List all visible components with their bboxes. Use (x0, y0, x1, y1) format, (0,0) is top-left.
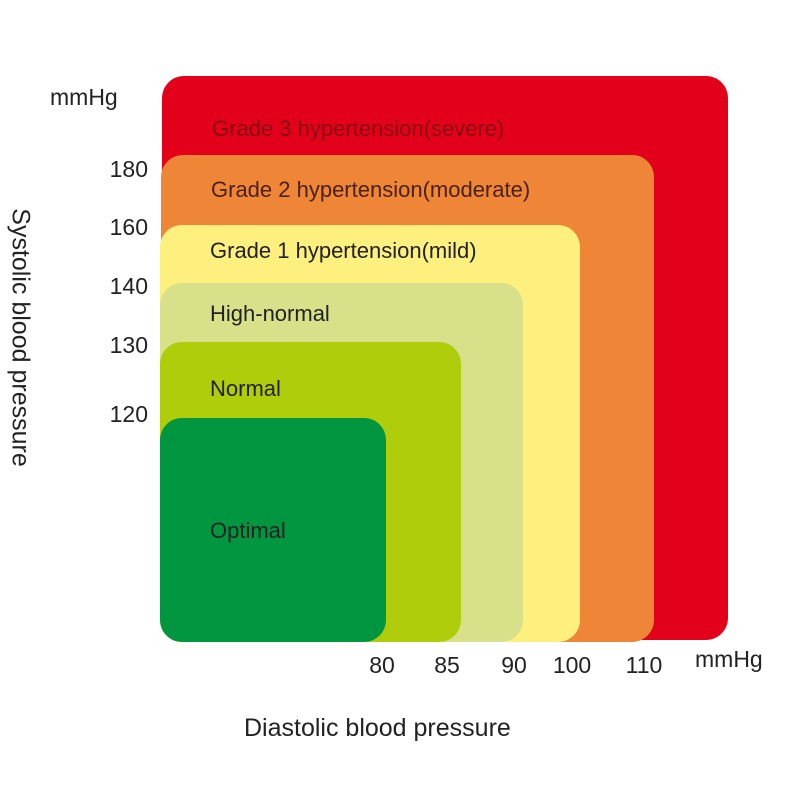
x-tick: 110 (625, 652, 663, 678)
x-unit: mmHg (695, 646, 763, 672)
y-unit: mmHg (50, 84, 118, 110)
x-tick: 90 (501, 652, 527, 678)
zone-label: Grade 3 hypertension(severe) (212, 116, 505, 141)
zone-optimal: Optimal (160, 418, 386, 642)
zone-label: Grade 1 hypertension(mild) (210, 238, 477, 263)
x-tick: 85 (434, 652, 460, 678)
y-axis-title: Systolic blood pressure (6, 208, 35, 467)
y-tick: 140 (109, 273, 148, 299)
x-tick: 80 (369, 652, 395, 678)
y-tick: 160 (109, 214, 148, 240)
zone-label: Normal (210, 376, 281, 401)
y-tick: 180 (109, 156, 148, 182)
y-tick: 120 (109, 401, 148, 427)
x-axis-title: Diastolic blood pressure (244, 714, 511, 742)
y-tick: 130 (109, 332, 148, 358)
zone-label: High-normal (210, 301, 330, 326)
zone-label: Optimal (210, 518, 286, 543)
x-tick: 100 (552, 652, 592, 678)
zone-label: Grade 2 hypertension(moderate) (211, 177, 531, 202)
